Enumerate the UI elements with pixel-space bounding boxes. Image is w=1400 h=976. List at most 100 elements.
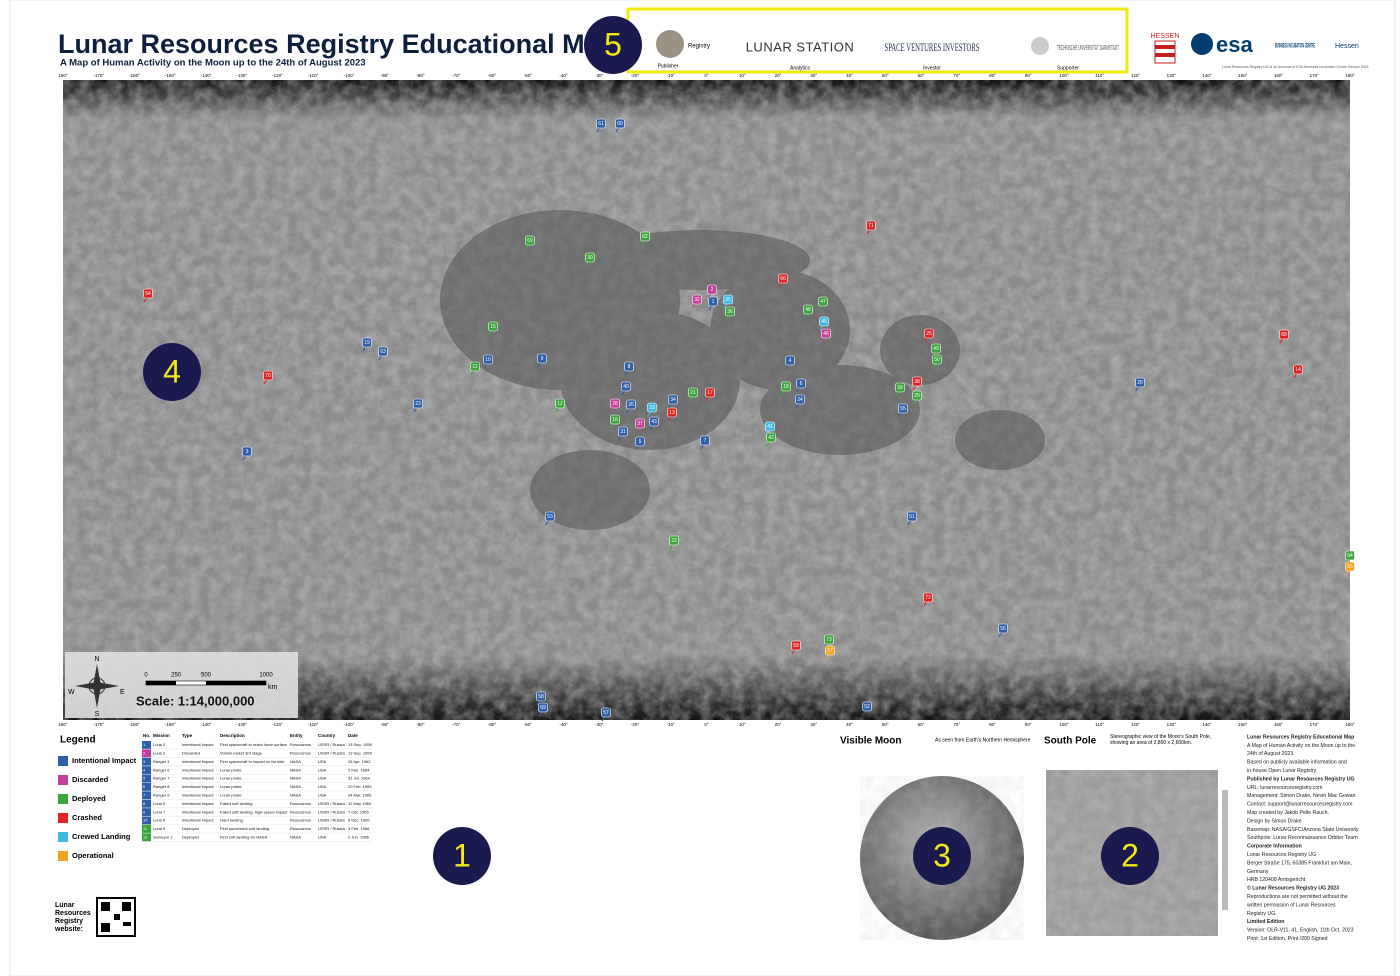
mission-marker: 16 bbox=[610, 414, 620, 429]
info-column: Lunar Resources Registry Educational Map… bbox=[1247, 734, 1359, 942]
mission-marker: 22 bbox=[669, 535, 679, 550]
marker-label: 19 bbox=[364, 340, 370, 346]
marker-label: 41 bbox=[767, 424, 773, 430]
marker-badge bbox=[912, 390, 922, 401]
marker-badge bbox=[635, 436, 645, 447]
table-cell: 2 bbox=[143, 750, 146, 755]
scale-tick: 0 bbox=[144, 673, 148, 679]
longitude-label: -20° bbox=[631, 722, 640, 727]
mission-marker: 51 bbox=[907, 511, 917, 526]
table-cell: First successful soft landing bbox=[220, 826, 269, 831]
table-cell: 10 bbox=[143, 818, 148, 823]
mission-marker: 39 bbox=[895, 382, 905, 397]
longitude-label: -60° bbox=[488, 722, 497, 727]
region-label: Hessen bbox=[1335, 43, 1359, 50]
mission-marker: 38 bbox=[912, 376, 922, 391]
longitude-label: 50° bbox=[882, 722, 889, 727]
mission-marker: 25 bbox=[924, 328, 934, 343]
row-number-cell bbox=[142, 808, 151, 817]
marker-label: 17 bbox=[707, 390, 713, 396]
row-number-cell bbox=[142, 783, 151, 791]
marker-label: 50 bbox=[934, 357, 940, 363]
table-cell: USA bbox=[318, 759, 327, 764]
marker-label: 72 bbox=[925, 595, 931, 601]
table-cell: 11 bbox=[143, 826, 148, 831]
table-cell: USA bbox=[318, 776, 327, 781]
longitude-label: 60° bbox=[918, 722, 925, 727]
panel-subtitle-box: Stereographic view of the Moon's South P… bbox=[1110, 734, 1211, 746]
mission-marker: 4 bbox=[785, 355, 795, 370]
mission-marker: 64 bbox=[1345, 550, 1355, 565]
table-cell: Ranger 9 bbox=[153, 792, 170, 797]
table-cell: Roscosmos bbox=[290, 809, 311, 814]
panel-subtitle: As seen from Earth's Northern Hemisphere bbox=[935, 737, 1031, 743]
marker-badge bbox=[601, 707, 611, 718]
marker-label: 55 bbox=[900, 406, 906, 412]
table-cell: USSR / Russia bbox=[318, 809, 345, 814]
longitude-label: -130° bbox=[236, 73, 247, 78]
marker-label: 14 bbox=[1295, 367, 1301, 373]
longitude-label: -140° bbox=[201, 722, 212, 727]
scale-tick: 250 bbox=[171, 673, 182, 679]
marker-badge bbox=[537, 353, 547, 364]
marker-label: 7 bbox=[704, 438, 707, 444]
marker-label: 53 bbox=[547, 514, 553, 520]
marker-label: 68 bbox=[1281, 332, 1287, 338]
marker-label: 24 bbox=[797, 397, 803, 403]
table-cell: 20 Feb. 1965 bbox=[348, 784, 372, 789]
table-cell: 3 Feb. 1966 bbox=[348, 826, 370, 831]
partner-note: Lunar Resources Registry UG is an Alumnu… bbox=[1222, 65, 1369, 69]
marker-label: 43 bbox=[651, 419, 657, 425]
table-cell: USSR / Russia bbox=[318, 742, 345, 747]
marker-label: 49 bbox=[933, 346, 939, 352]
marker-label: 40 bbox=[623, 384, 629, 390]
marker-label: 42 bbox=[768, 435, 774, 441]
qr-module bbox=[123, 922, 131, 926]
marker-badge bbox=[618, 426, 628, 437]
table-cell: 26 Apr. 1962 bbox=[348, 759, 371, 764]
marker-badge bbox=[647, 402, 657, 413]
maria bbox=[440, 210, 1045, 530]
table-cell: Failed soft landing, high-speed impact bbox=[220, 809, 288, 814]
table-cell: Roscosmos bbox=[290, 826, 311, 831]
row-number-cell bbox=[142, 816, 151, 825]
marker-badge bbox=[362, 337, 372, 348]
longitude-label: -100° bbox=[344, 73, 355, 78]
longitude-label: 30° bbox=[810, 73, 817, 78]
mission-marker: 33 bbox=[647, 402, 657, 417]
info-line: Published by Lunar Resources Registry UG bbox=[1247, 776, 1355, 782]
mission-marker: 13 bbox=[667, 407, 677, 422]
marker-label: 52 bbox=[864, 704, 870, 710]
esa-mark bbox=[1191, 33, 1213, 55]
table-cell: USSR / Russia bbox=[318, 818, 345, 823]
marker-badge bbox=[470, 361, 480, 372]
mission-marker: 21 bbox=[688, 387, 698, 402]
legend-swatch bbox=[58, 794, 68, 804]
compass-label: N bbox=[94, 656, 99, 663]
mission-marker: 57 bbox=[601, 707, 611, 722]
sponsor-band bbox=[628, 8, 1127, 72]
qr-finder bbox=[101, 902, 110, 911]
table-header: Entity bbox=[290, 733, 303, 738]
marker-badge bbox=[669, 535, 679, 546]
mission-marker: 17 bbox=[705, 387, 715, 402]
marker-label: 63 bbox=[380, 349, 386, 355]
longitude-label: -30° bbox=[595, 722, 604, 727]
table-cell: USSR / Russia bbox=[318, 750, 345, 755]
marker-label: 29 bbox=[914, 393, 920, 399]
crest-stripe bbox=[1155, 45, 1175, 49]
marker-label: 28 bbox=[612, 401, 618, 407]
row-number-cell bbox=[142, 791, 151, 800]
marker-label: 8 bbox=[628, 364, 631, 370]
mission-marker: 61 bbox=[596, 118, 606, 133]
legend-label: Deployed bbox=[72, 794, 106, 803]
sponsor-role: Publisher bbox=[658, 63, 679, 69]
table-cell: 1 bbox=[143, 742, 146, 747]
longitude-label: -50° bbox=[524, 722, 533, 727]
info-line: in-house Open Lunar Registry. bbox=[1247, 768, 1317, 774]
row-number-cell bbox=[142, 833, 151, 842]
mission-table: No. Mission Type Description Entity Country Da… bbox=[142, 733, 373, 842]
mission-marker: 35 bbox=[723, 294, 733, 309]
altitude-bar bbox=[1222, 790, 1228, 910]
table-cell: Luna 2 bbox=[153, 742, 166, 747]
